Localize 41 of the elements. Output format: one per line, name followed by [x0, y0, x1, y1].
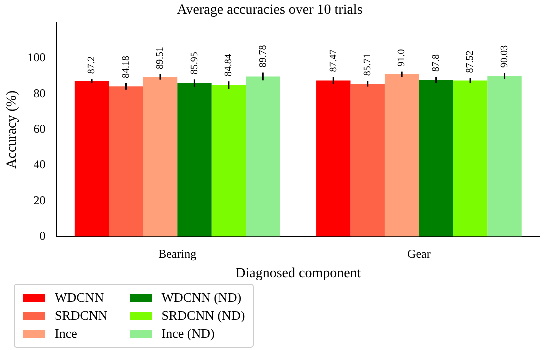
- legend-label: SRDCNN: [55, 308, 108, 324]
- data-label: 87.2: [86, 56, 98, 74]
- x-tick-label: Gear: [408, 247, 431, 262]
- bar: [109, 86, 144, 237]
- data-label: 84.84: [224, 54, 235, 77]
- y-axis-title: Accuracy (%): [5, 90, 20, 169]
- bar: [178, 84, 212, 237]
- data-label: 87.47: [328, 50, 340, 72]
- bar: [246, 76, 280, 237]
- data-label: 89.78: [258, 45, 269, 68]
- data-label: 85.95: [189, 52, 200, 75]
- data-label: 89.51: [155, 47, 166, 70]
- legend-label: Ince (ND): [162, 326, 215, 342]
- data-label: 90.03: [499, 46, 510, 68]
- bar: [488, 76, 522, 237]
- legend-label: WDCNN: [55, 290, 104, 306]
- y-tick-label: 60: [34, 122, 46, 136]
- bar: [74, 81, 110, 237]
- legend-label: SRDCNN (ND): [162, 308, 246, 324]
- data-label: 87.8: [430, 54, 442, 72]
- legend-label: Ince: [55, 326, 78, 342]
- legend-label: WDCNN (ND): [162, 290, 242, 306]
- y-tick-label: 40: [34, 158, 46, 172]
- y-tick-label: 100: [28, 50, 46, 65]
- y-tick-label: 80: [34, 86, 46, 100]
- bar: [143, 77, 178, 237]
- bar: [316, 80, 351, 237]
- bar: [212, 86, 246, 237]
- bar: [453, 80, 488, 237]
- x-tick-label: Bearing: [158, 247, 197, 262]
- data-label: 91.0: [396, 49, 408, 67]
- data-label: 85.71: [362, 54, 374, 76]
- x-axis-title: Diagnosed component: [236, 266, 362, 282]
- y-tick-label: 0: [40, 228, 46, 243]
- data-label: 87.52: [465, 50, 476, 74]
- bar: [384, 74, 420, 237]
- bar: [350, 84, 385, 237]
- data-label: 84.18: [120, 56, 132, 78]
- chart-title: Average accuracies over 10 trials: [177, 3, 363, 18]
- y-tick-label: 20: [34, 193, 46, 208]
- bar: [419, 80, 454, 237]
